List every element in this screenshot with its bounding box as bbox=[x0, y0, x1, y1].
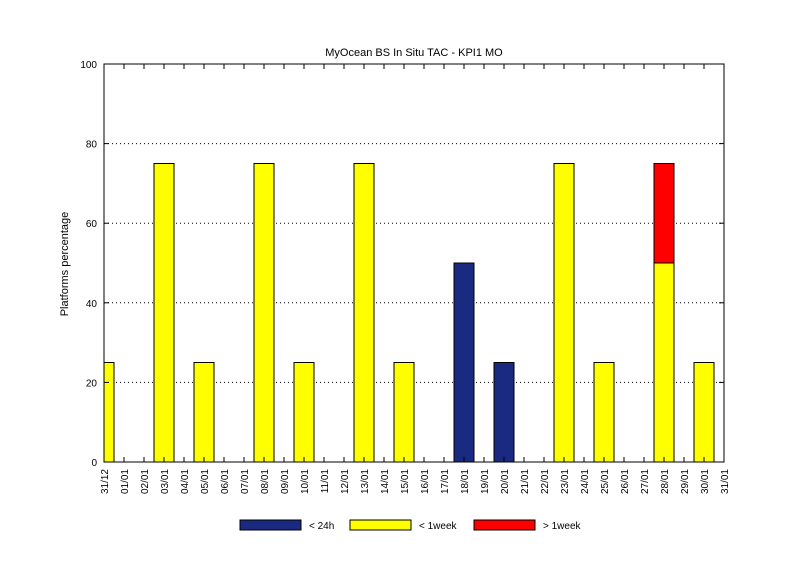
legend-swatch bbox=[349, 519, 412, 531]
x-tick-label: 15/01 bbox=[400, 469, 411, 494]
bar-segment bbox=[253, 163, 275, 462]
x-tick-label: 26/01 bbox=[620, 469, 631, 494]
x-tick-label: 01/01 bbox=[120, 469, 131, 494]
x-tick-label: 27/01 bbox=[640, 469, 651, 494]
x-tick-label: 06/01 bbox=[220, 469, 231, 494]
x-tick-label: 08/01 bbox=[260, 469, 271, 494]
x-tick-label: 28/01 bbox=[660, 469, 671, 494]
bar-segment bbox=[453, 262, 475, 462]
bar-segment bbox=[593, 362, 615, 462]
bar-segment bbox=[653, 163, 675, 264]
x-tick-label: 12/01 bbox=[340, 469, 351, 494]
x-tick-label: 29/01 bbox=[680, 469, 691, 494]
x-tick-label: 16/01 bbox=[420, 469, 431, 494]
legend-label: < 1week bbox=[419, 521, 458, 532]
y-tick-label: 60 bbox=[86, 219, 98, 230]
bar-segment bbox=[393, 362, 415, 462]
axes: 0 20 40 60 80 100 31/12 01/01 02/01 03/01 04/01 05/… bbox=[80, 60, 731, 494]
chart-title: MyOcean BS In Situ TAC - KPI1 MO bbox=[325, 47, 503, 59]
y-tick-label: 80 bbox=[86, 140, 98, 151]
bars bbox=[104, 163, 715, 462]
x-tick-label: 07/01 bbox=[240, 469, 251, 494]
x-tick-label: 21/01 bbox=[520, 469, 531, 494]
x-tick-label: 04/01 bbox=[180, 469, 191, 494]
x-tick-label: 09/01 bbox=[280, 469, 291, 494]
x-tick-label: 31/12 bbox=[100, 469, 111, 494]
plot-area bbox=[103, 63, 725, 463]
x-tick-label: 22/01 bbox=[540, 469, 551, 494]
y-tick-label: 0 bbox=[91, 458, 97, 469]
gridlines bbox=[104, 143, 724, 383]
bar-segment bbox=[653, 262, 675, 462]
x-tick-label: 03/01 bbox=[160, 469, 171, 494]
y-tick-label: 100 bbox=[80, 60, 97, 71]
y-tick-label: 40 bbox=[86, 299, 98, 310]
bar-segment bbox=[493, 362, 515, 462]
bar-segment bbox=[693, 362, 715, 462]
x-tick-label: 18/01 bbox=[460, 469, 471, 494]
x-tick-label: 24/01 bbox=[580, 469, 591, 494]
x-tick-label: 17/01 bbox=[440, 469, 451, 494]
x-tick-label: 31/01 bbox=[720, 469, 731, 494]
bar-segment bbox=[553, 163, 575, 462]
bar-segment bbox=[293, 362, 315, 462]
x-tick-label: 19/01 bbox=[480, 469, 491, 494]
bar-segment bbox=[193, 362, 215, 462]
legend-swatch bbox=[473, 519, 536, 531]
x-tick-label: 25/01 bbox=[600, 469, 611, 494]
x-tick-label: 13/01 bbox=[360, 469, 371, 494]
x-tick-label: 10/01 bbox=[300, 469, 311, 494]
x-tick-label: 20/01 bbox=[500, 469, 511, 494]
bar-segment bbox=[153, 163, 175, 462]
y-tick-label: 20 bbox=[86, 378, 98, 389]
x-tick-label: 02/01 bbox=[140, 469, 151, 494]
x-tick-label: 14/01 bbox=[380, 469, 391, 494]
legend-swatch bbox=[239, 519, 302, 531]
legend-label: > 1week bbox=[543, 521, 582, 532]
x-tick-label: 23/01 bbox=[560, 469, 571, 494]
legend-label: < 24h bbox=[309, 521, 334, 532]
x-tick-label: 30/01 bbox=[700, 469, 711, 494]
x-tick-label: 11/01 bbox=[320, 469, 331, 494]
legend: < 24h < 1week > 1week bbox=[239, 519, 582, 532]
bar-segment bbox=[353, 163, 375, 462]
x-tick-label: 05/01 bbox=[200, 469, 211, 494]
y-axis-label: Platforms percentage bbox=[59, 212, 71, 317]
bar-segment bbox=[104, 362, 115, 462]
